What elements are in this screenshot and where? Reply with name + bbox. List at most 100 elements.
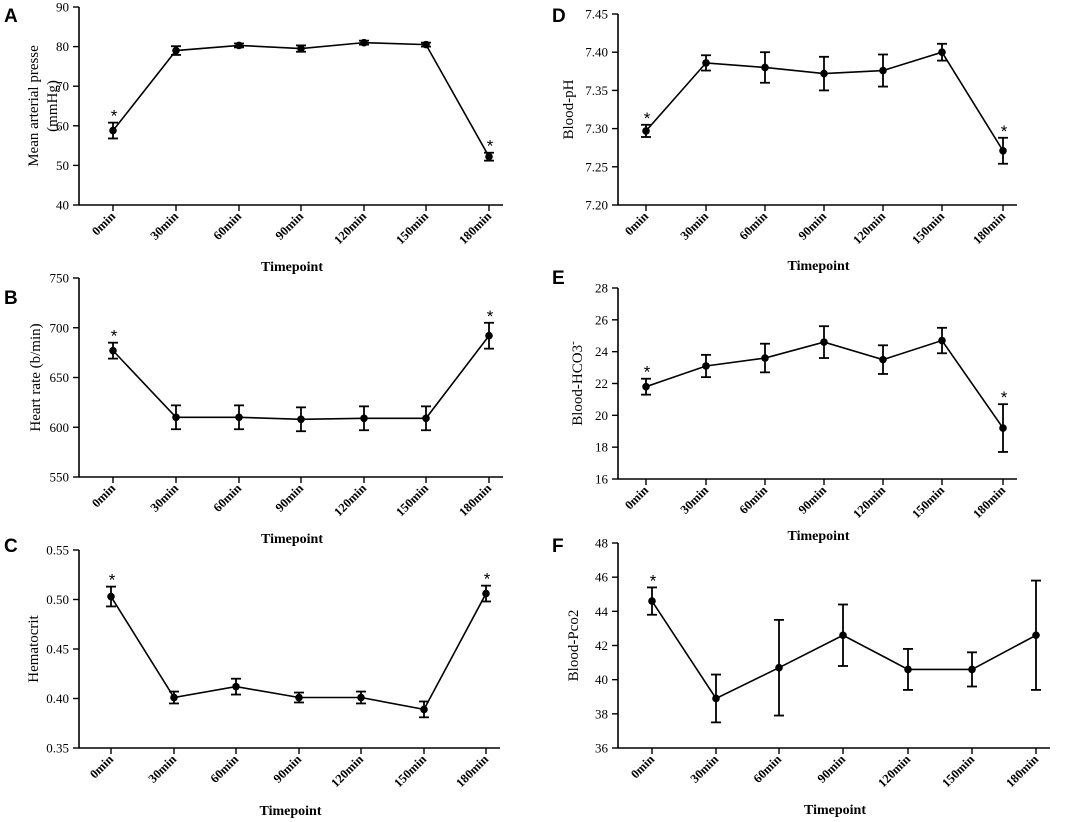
panel-letter: B (4, 288, 18, 309)
y-tick-label: 7.40 (585, 45, 608, 60)
x-tick-label: 90min (271, 752, 305, 786)
significance-marker: * (650, 571, 657, 590)
y-tick-label: 750 (50, 271, 70, 286)
panel-letter: E (552, 268, 565, 289)
significance-marker: * (487, 137, 494, 156)
x-tick-label: 120min (850, 209, 888, 247)
y-tick-label: 20 (595, 408, 608, 423)
x-tick-label: 120min (331, 481, 369, 519)
x-tick-label: 0min (89, 481, 118, 510)
significance-marker: * (484, 570, 491, 589)
x-tick-label: 0min (622, 483, 651, 512)
y-axis-title: Heart rate (b/min) (28, 323, 44, 431)
data-point (297, 44, 305, 53)
x-tick-label: 60min (737, 209, 771, 243)
x-tick-label: 90min (273, 481, 307, 515)
x-tick-label: 30min (148, 209, 182, 243)
x-axis-title: Timepoint (788, 259, 850, 274)
x-tick-label: 90min (273, 209, 307, 243)
x-tick-label: 30min (678, 209, 712, 243)
data-point (879, 66, 887, 75)
panel-e: E 16 18 20 22 24 26 28 0min 30min 60min 90min 120min… (552, 268, 1017, 544)
data-point (109, 126, 117, 135)
data-point (1032, 631, 1040, 640)
y-tick-label: 24 (595, 344, 609, 359)
x-axis-title: Timepoint (788, 529, 850, 544)
data-point (172, 46, 180, 55)
x-tick-label: 0min (628, 752, 657, 781)
y-tick-label: 18 (595, 440, 608, 455)
y-tick-label: 0.55 (46, 543, 69, 558)
data-point (820, 69, 828, 78)
y-axis-title-superscript: - (567, 341, 579, 345)
x-tick-label: 180min (456, 481, 494, 519)
data-point (968, 665, 976, 674)
data-point (482, 589, 490, 598)
y-tick-label: 0.50 (46, 592, 69, 607)
y-tick-label: 42 (595, 638, 608, 653)
x-tick-label: 180min (456, 209, 494, 247)
data-point (879, 355, 887, 364)
x-tick-label: 180min (1003, 752, 1041, 790)
y-tick-label: 60 (56, 118, 69, 133)
x-tick-label: 150min (909, 483, 947, 521)
y-axis-title: Mean arterial presse (26, 45, 42, 167)
x-tick-label: 60min (211, 209, 245, 243)
y-tick-label: 40 (595, 672, 608, 687)
data-point (702, 59, 710, 67)
y-tick-label: 0.35 (46, 741, 69, 756)
data-point (999, 146, 1007, 155)
y-tick-label: 7.25 (585, 159, 608, 174)
y-tick-label: 50 (56, 158, 69, 173)
x-tick-label: 150min (391, 752, 429, 790)
x-tick-label: 180min (453, 752, 491, 790)
data-point (235, 41, 243, 50)
y-tick-label: 90 (56, 0, 69, 15)
x-axis-title: Timepoint (261, 532, 323, 547)
x-tick-label: 180min (970, 483, 1008, 521)
y-tick-label: 48 (595, 536, 608, 551)
x-axis-title: Timepoint (260, 804, 322, 819)
x-tick-label: 30min (146, 752, 180, 786)
x-tick-label: 90min (796, 483, 830, 517)
significance-marker: * (1001, 122, 1008, 141)
x-tick-label: 60min (737, 483, 771, 517)
y-tick-label: 44 (595, 604, 609, 619)
y-tick-label: 28 (595, 281, 608, 296)
x-tick-label: 60min (208, 752, 242, 786)
data-point (820, 338, 828, 346)
data-point (702, 362, 710, 370)
panel-letter: D (552, 6, 566, 27)
data-point (232, 682, 240, 691)
data-point (938, 336, 946, 345)
data-point (360, 414, 368, 423)
y-tick-label: 70 (56, 79, 69, 94)
significance-marker: * (109, 571, 116, 590)
panel-letter: C (4, 536, 18, 557)
x-tick-label: 30min (148, 481, 182, 515)
panel-f: F 36 38 40 42 44 46 48 0min 30min 60min 90min 120min… (552, 536, 1050, 818)
y-tick-label: 22 (595, 376, 608, 391)
significance-marker: * (111, 327, 118, 346)
data-point (170, 693, 178, 702)
y-tick-label: 7.30 (585, 121, 608, 136)
y-tick-label: 0.40 (46, 691, 69, 706)
significance-marker: * (487, 307, 494, 326)
data-point (109, 346, 117, 355)
data-point (295, 693, 303, 702)
x-tick-label: 30min (678, 483, 712, 517)
x-tick-label: 60min (211, 481, 245, 515)
data-point (357, 693, 365, 702)
significance-marker: * (644, 363, 651, 382)
data-point (761, 354, 769, 362)
data-point (712, 694, 720, 703)
y-tick-label: 700 (50, 320, 70, 335)
y-tick-label: 0.45 (46, 642, 69, 657)
panel-letter: F (552, 536, 564, 557)
y-tick-label: 46 (595, 570, 609, 585)
y-axis-title: (mmHg) (45, 80, 61, 132)
data-point (107, 592, 115, 601)
y-tick-label: 7.35 (585, 83, 608, 98)
x-axis-title: Timepoint (261, 260, 323, 275)
panel-b: B 550 600 650 700 750 0min 30min 60min 90min 120mi… (4, 271, 503, 547)
